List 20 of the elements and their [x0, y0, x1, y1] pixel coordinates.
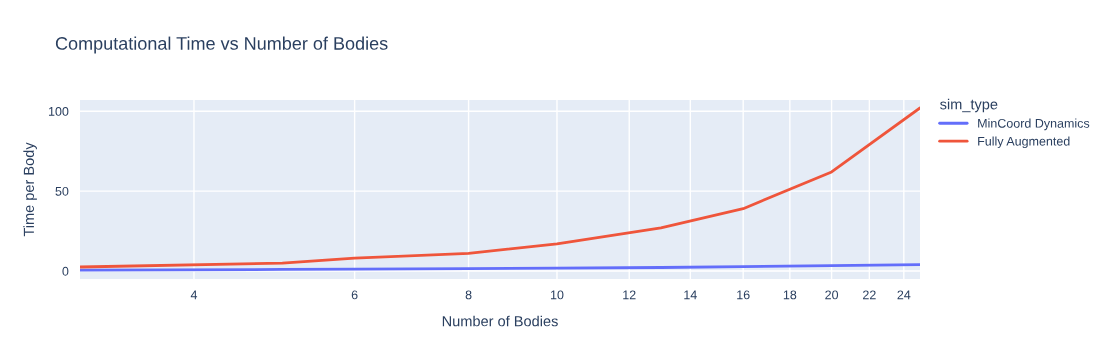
x-tick-label: 12 [623, 290, 636, 300]
y-tick-label: 50 [55, 186, 69, 196]
x-tick-label: 6 [351, 290, 358, 300]
legend-label: Fully Augmented [978, 136, 1070, 149]
chart-title: Computational Time vs Number of Bodies [55, 36, 388, 54]
x-axis-title: Number of Bodies [442, 315, 558, 327]
x-tick-label: 20 [825, 290, 839, 300]
x-tick-label: 24 [897, 290, 911, 300]
y-tick-label: 100 [48, 106, 69, 116]
x-tick-label: 4 [190, 290, 198, 300]
x-tick-label: 16 [737, 290, 750, 300]
x-tick-label: 10 [550, 290, 564, 300]
x-tick-label: 14 [684, 290, 697, 300]
x-tick-label: 22 [863, 290, 876, 300]
y-axis-title: Time per Body [23, 142, 37, 237]
x-tick-label: 8 [465, 290, 472, 300]
y-tick-label: 0 [62, 266, 69, 276]
legend-title: sim_type [940, 98, 998, 113]
legend-label: MinCoord Dynamics [978, 118, 1090, 131]
x-tick-label: 18 [783, 290, 797, 300]
